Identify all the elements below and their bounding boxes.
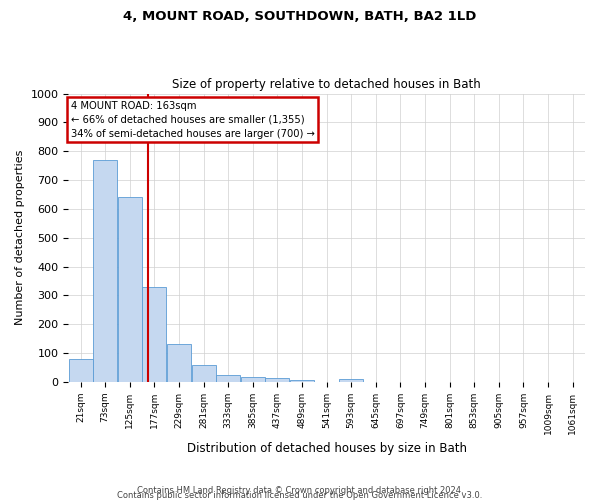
Text: 4, MOUNT ROAD, SOUTHDOWN, BATH, BA2 1LD: 4, MOUNT ROAD, SOUTHDOWN, BATH, BA2 1LD: [124, 10, 476, 23]
Bar: [68, 359, 92, 382]
Bar: [142, 286, 166, 382]
Text: Contains HM Land Registry data © Crown copyright and database right 2024.: Contains HM Land Registry data © Crown c…: [137, 486, 463, 495]
Bar: [93, 160, 117, 382]
Bar: [241, 376, 265, 382]
Bar: [290, 380, 314, 382]
X-axis label: Distribution of detached houses by size in Bath: Distribution of detached houses by size …: [187, 442, 467, 455]
Text: 4 MOUNT ROAD: 163sqm
← 66% of detached houses are smaller (1,355)
34% of semi-de: 4 MOUNT ROAD: 163sqm ← 66% of detached h…: [71, 101, 315, 139]
Bar: [191, 364, 215, 382]
Bar: [340, 379, 363, 382]
Bar: [118, 198, 142, 382]
Bar: [216, 374, 240, 382]
Bar: [167, 344, 191, 382]
Bar: [265, 378, 289, 382]
Text: Contains public sector information licensed under the Open Government Licence v3: Contains public sector information licen…: [118, 491, 482, 500]
Title: Size of property relative to detached houses in Bath: Size of property relative to detached ho…: [172, 78, 481, 91]
Y-axis label: Number of detached properties: Number of detached properties: [15, 150, 25, 326]
